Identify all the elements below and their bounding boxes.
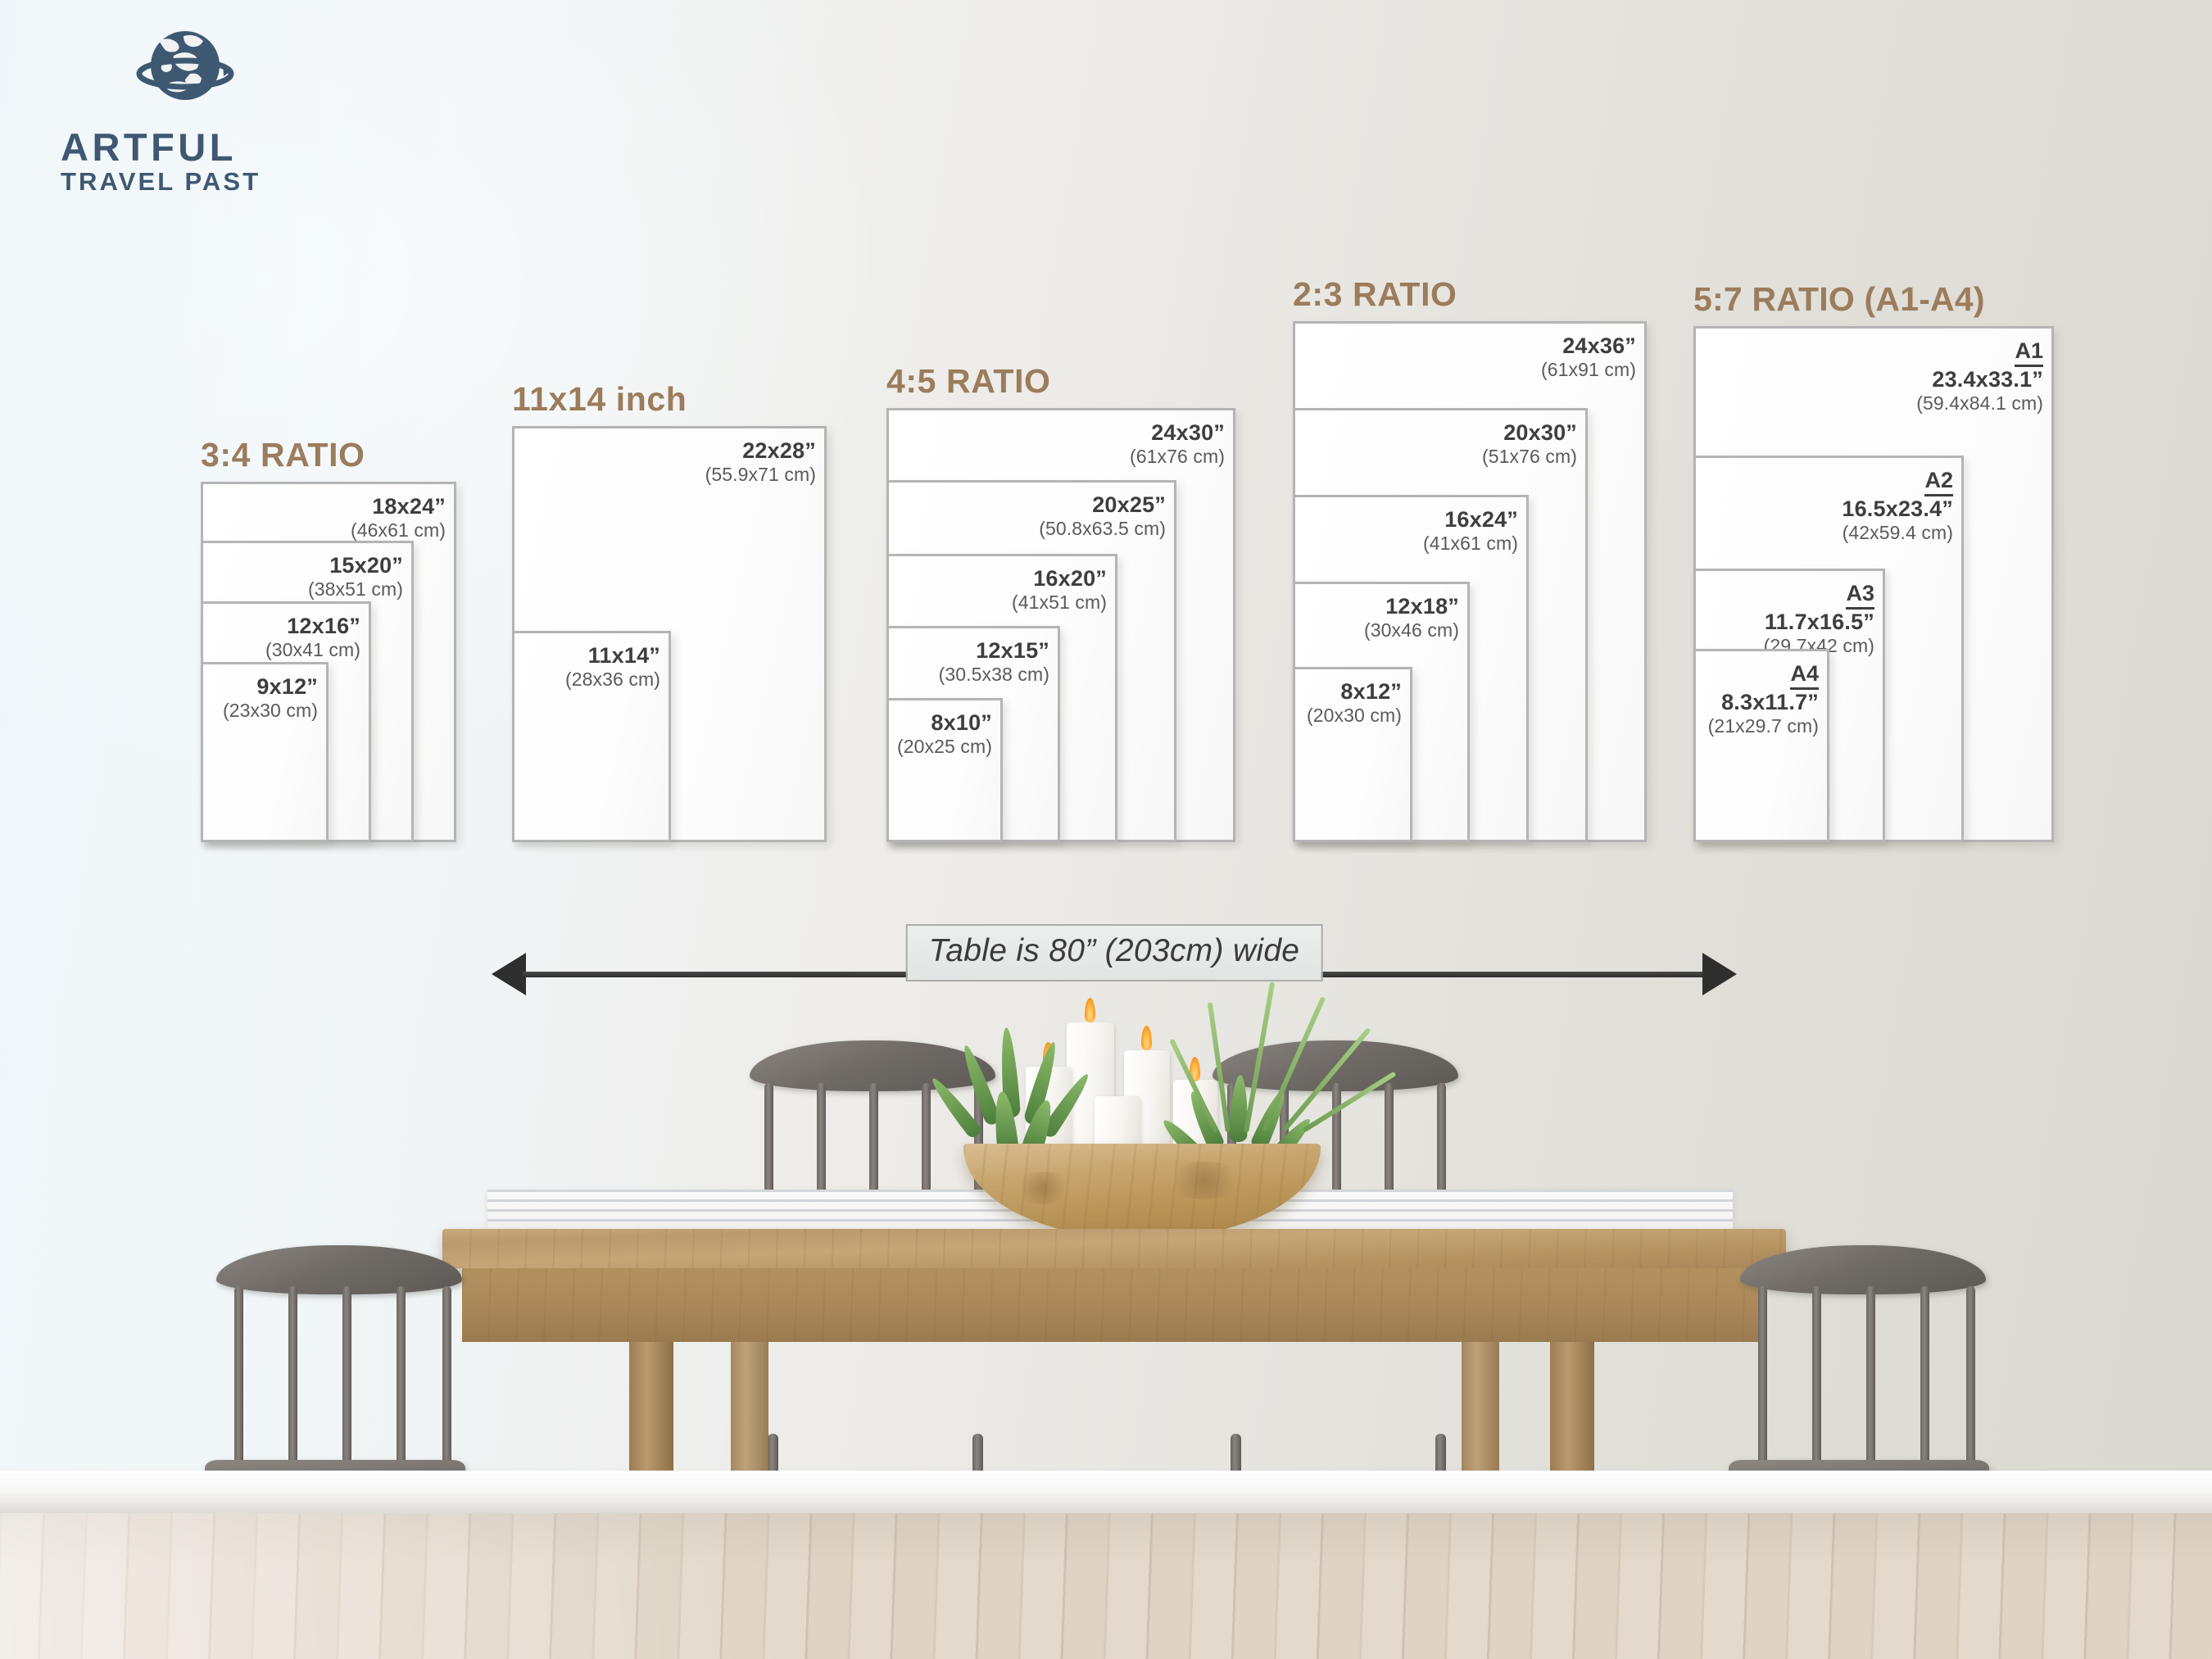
frame-size-cm: (23x30 cm) xyxy=(222,700,318,722)
frame-size-inch: 16x20” xyxy=(1033,566,1107,591)
frame-label: 24x30” (61x76 cm) xyxy=(1130,420,1225,468)
frame-size[interactable]: 8x10” (20x25 cm) xyxy=(886,698,1003,842)
frame-size-cm: (30x41 cm) xyxy=(265,639,360,661)
frame-size-inch: 18x24” xyxy=(372,494,446,519)
frame-size-inch: 8.3x11.7” xyxy=(1721,690,1819,715)
frame-size-inch: 12x18” xyxy=(1385,594,1459,619)
frame-size-inch: 16.5x23.4” xyxy=(1842,496,1953,522)
frame-size-inch: 8x12” xyxy=(1340,679,1402,704)
frame-label: 11x14” (28x36 cm) xyxy=(565,643,660,691)
frame-size[interactable]: 8x12” (20x30 cm) xyxy=(1293,667,1412,842)
frame-group-ratio-3-4: 3:4 RATIO 18x24” (46x61 cm) 15x20” (38x5… xyxy=(201,436,456,842)
frame-size-inch: 9x12” xyxy=(256,674,318,699)
frame-size-inch: 12x16” xyxy=(287,614,360,638)
centerpiece xyxy=(885,981,1397,1262)
frame-size-inch: 20x30” xyxy=(1503,420,1577,445)
frame-label: A3 11.7x16.5” (29.7x42 cm) xyxy=(1764,581,1874,657)
measure-label: Table is 80” (203cm) wide xyxy=(905,924,1323,981)
frame-label: 12x15” (30.5x38 cm) xyxy=(939,638,1049,686)
wooden-bowl xyxy=(963,1144,1321,1239)
frame-label: A1 23.4x33.1” (59.4x84.1 cm) xyxy=(1916,338,2043,415)
frame-label: 22x28” (55.9x71 cm) xyxy=(705,438,816,486)
dining-table xyxy=(442,1172,1786,1659)
group-title: 4:5 RATIO xyxy=(886,362,1051,400)
frame-size-cm: (38x51 cm) xyxy=(307,578,403,601)
globe-icon xyxy=(136,31,234,100)
frame-size-cm: (20x25 cm) xyxy=(896,736,992,758)
arrow-left-icon xyxy=(492,953,526,995)
frame-size[interactable]: A4 8.3x11.7” (21x29.7 cm) xyxy=(1693,649,1829,842)
frame-size-cm: (61x76 cm) xyxy=(1129,446,1225,468)
group-title: 2:3 RATIO xyxy=(1293,275,1457,313)
frame-label: 8x12” (20x30 cm) xyxy=(1307,679,1402,727)
group-title: 11x14 inch xyxy=(512,380,687,418)
air-plant xyxy=(1169,980,1397,1168)
frame-label: 16x24” (41x61 cm) xyxy=(1423,507,1518,555)
frame-size[interactable]: 11x14” (28x36 cm) xyxy=(512,631,671,842)
frame-size-inch: 24x30” xyxy=(1151,420,1225,445)
frame-size-code: A3 xyxy=(1764,581,1874,610)
frame-label: 16x20” (41x51 cm) xyxy=(1012,566,1107,614)
frame-size-cm: (55.9x71 cm) xyxy=(705,464,816,486)
frame-size-cm: (46x61 cm) xyxy=(350,519,446,542)
frame-group-inch-11-14: 11x14 inch 22x28” (55.9x71 cm) 11x14” (2… xyxy=(512,380,827,842)
baseboard xyxy=(0,1471,2212,1513)
brand-name-line2: TRAVEL PAST xyxy=(61,166,261,196)
frame-size-cm: (20x30 cm) xyxy=(1306,705,1402,727)
frame-size-inch: 8x10” xyxy=(931,710,992,735)
table-width-measure: Table is 80” (203cm) wide xyxy=(492,924,1737,1004)
frame-size-inch: 11x14” xyxy=(587,643,660,668)
frame-size-cm: (21x29.7 cm) xyxy=(1707,715,1819,737)
frame-label: 8x10” (20x25 cm) xyxy=(897,710,992,758)
frame-size-cm: (28x36 cm) xyxy=(564,669,660,691)
table-apron xyxy=(462,1268,1766,1342)
frame-label: 15x20” (38x51 cm) xyxy=(308,553,403,601)
frame-size-cm: (51x76 cm) xyxy=(1481,446,1577,468)
frame-label: 18x24” (46x61 cm) xyxy=(351,494,446,542)
frame-label: 20x30” (51x76 cm) xyxy=(1482,420,1577,468)
frame-group-ratio-4-5: 4:5 RATIO 24x30” (61x76 cm) 20x25” (50.8… xyxy=(886,362,1235,842)
arrow-right-icon xyxy=(1702,953,1737,995)
frame-label: 20x25” (50.8x63.5 cm) xyxy=(1039,492,1166,540)
frame-size-cm: (30x46 cm) xyxy=(1363,619,1459,641)
frame-size-inch: 15x20” xyxy=(329,553,403,578)
brand-name-line1: ARTFUL xyxy=(61,125,237,169)
frame-size-inch: 24x36” xyxy=(1562,333,1636,358)
frame-size-inch: 23.4x33.1” xyxy=(1932,367,2043,392)
frame-label: A2 16.5x23.4” (42x59.4 cm) xyxy=(1842,468,1953,544)
frame-size-code: A4 xyxy=(1708,661,1819,691)
frame-size[interactable]: 9x12” (23x30 cm) xyxy=(201,662,329,842)
group-title: 5:7 RATIO (A1-A4) xyxy=(1693,280,1985,318)
brand-logo[interactable]: ARTFUL TRAVEL PAST xyxy=(57,23,320,197)
frame-size-code: A1 xyxy=(1916,338,2043,368)
frame-size-inch: 11.7x16.5” xyxy=(1764,610,1874,635)
frame-label: 12x18” (30x46 cm) xyxy=(1364,594,1459,641)
frame-group-ratio-2-3: 2:3 RATIO 24x36” (61x91 cm) 20x30” (51x7… xyxy=(1293,275,1647,842)
frame-size-cm: (59.4x84.1 cm) xyxy=(1916,392,2043,415)
frame-size-code: A2 xyxy=(1842,468,1953,497)
group-title: 3:4 RATIO xyxy=(201,436,365,474)
frame-size-cm: (41x51 cm) xyxy=(1011,592,1107,614)
candle-flame xyxy=(1141,1026,1152,1050)
frame-label: 24x36” (61x91 cm) xyxy=(1541,333,1636,381)
frame-size-inch: 22x28” xyxy=(742,438,816,463)
frame-label: 9x12” (23x30 cm) xyxy=(223,674,318,722)
frame-label: A4 8.3x11.7” (21x29.7 cm) xyxy=(1708,661,1819,737)
frame-label: 12x16” (30x41 cm) xyxy=(265,614,360,661)
frame-size-inch: 20x25” xyxy=(1092,492,1166,517)
floor-light-pool xyxy=(0,1513,983,1659)
frame-size-inch: 12x15” xyxy=(976,638,1049,663)
candle-flame xyxy=(1190,1057,1200,1081)
frame-size-cm: (30.5x38 cm) xyxy=(938,664,1049,686)
frame-size-inch: 16x24” xyxy=(1444,507,1518,532)
candle-flame xyxy=(1085,998,1095,1022)
table-top xyxy=(442,1229,1786,1268)
frame-size-cm: (42x59.4 cm) xyxy=(1842,522,1953,544)
frame-group-ratio-5-7: 5:7 RATIO (A1-A4) A1 23.4x33.1” (59.4x84… xyxy=(1693,280,2054,842)
frame-size-cm: (41x61 cm) xyxy=(1422,533,1518,555)
frame-size-cm: (50.8x63.5 cm) xyxy=(1039,518,1166,540)
frame-size-cm: (61x91 cm) xyxy=(1540,359,1636,381)
